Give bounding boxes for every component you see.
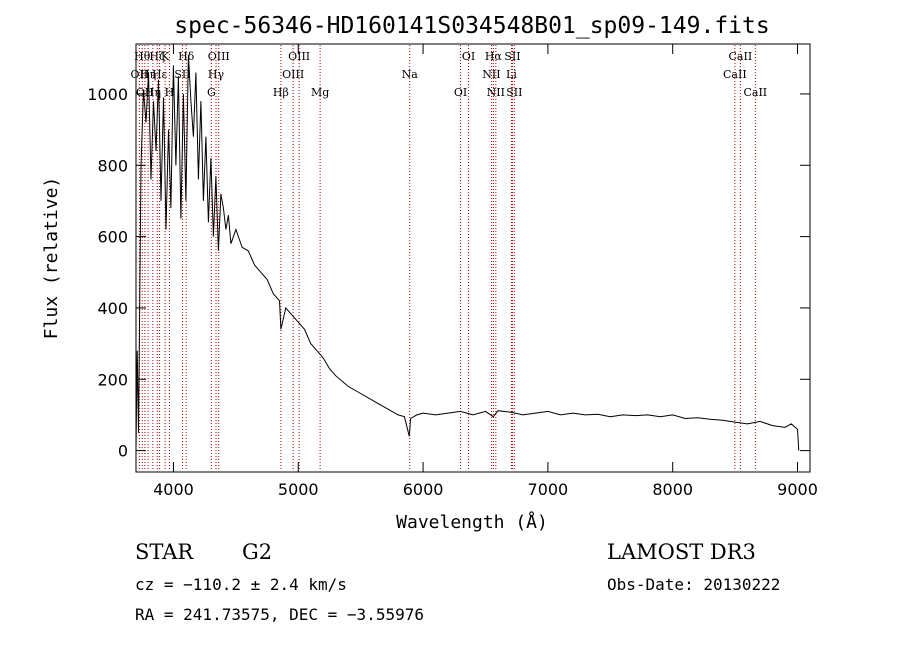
line-label: Mg	[311, 86, 329, 99]
line-label: OIII	[208, 50, 230, 63]
line-label: Na	[402, 68, 419, 81]
line-label: H	[165, 86, 175, 99]
y-axis-ticks: 0 200 400 600 800 1000	[87, 85, 810, 461]
line-label: Hγ	[208, 68, 225, 81]
line-label: G	[207, 86, 216, 99]
y-tick-label: 1000	[87, 85, 128, 104]
line-label: Hζ	[149, 50, 165, 63]
x-axis-label: Wavelength (Å)	[396, 511, 548, 533]
observation-date: Obs-Date: 20130222	[607, 575, 781, 594]
line-label: Hδ	[178, 50, 195, 63]
line-label: SII	[504, 50, 520, 63]
object-subclass: G2	[242, 540, 273, 564]
y-tick-label: 400	[97, 299, 128, 318]
line-label: K	[161, 50, 170, 63]
y-tick-label: 800	[97, 156, 128, 175]
redshift-readout: cz = −110.2 ± 2.4 km/s	[135, 575, 347, 594]
y-tick-label: 0	[118, 442, 128, 461]
y-tick-label: 200	[97, 370, 128, 389]
line-label: OIII	[282, 68, 304, 81]
line-label: OI	[454, 86, 467, 99]
y-axis-label: Flux (relative)	[41, 177, 62, 340]
x-tick-label: 8000	[652, 480, 693, 499]
line-label: CaII	[743, 86, 767, 99]
y-tick-label: 600	[97, 228, 128, 247]
x-tick-label: 9000	[777, 480, 818, 499]
survey-name: LAMOST DR3	[607, 540, 756, 564]
line-markers	[138, 45, 756, 471]
spectrum-line	[135, 54, 800, 451]
coordinates-readout: RA = 241.73575, DEC = −3.55976	[135, 605, 424, 624]
x-tick-label: 4000	[153, 480, 194, 499]
line-label: CaII	[729, 50, 753, 63]
line-label: SII	[506, 86, 522, 99]
line-label: CaII	[723, 68, 747, 81]
x-tick-label: 6000	[403, 480, 444, 499]
line-label: OI	[462, 50, 475, 63]
line-label: NII	[482, 68, 500, 81]
line-label: Hβ	[273, 86, 289, 99]
line-label: Li	[506, 68, 517, 81]
line-label: NII	[487, 86, 505, 99]
line-labels: OIIHθOIIHηHηHζHεKHSIIHδGHγOIIIHβOIIIOIII…	[131, 50, 768, 99]
line-label: OII	[131, 68, 149, 81]
x-axis-ticks: 4000 5000 6000 7000 8000 9000	[153, 44, 818, 499]
x-tick-label: 5000	[278, 480, 319, 499]
x-tick-label: 7000	[528, 480, 569, 499]
line-label: Hθ	[134, 50, 151, 63]
object-class: STAR	[135, 540, 194, 564]
plot-frame	[135, 43, 811, 473]
line-label: Hε	[152, 68, 168, 81]
chart-title: spec-56346-HD160141S034548B01_sp09-149.f…	[174, 13, 769, 39]
line-label: Hα	[485, 50, 503, 63]
line-label: OIII	[288, 50, 310, 63]
